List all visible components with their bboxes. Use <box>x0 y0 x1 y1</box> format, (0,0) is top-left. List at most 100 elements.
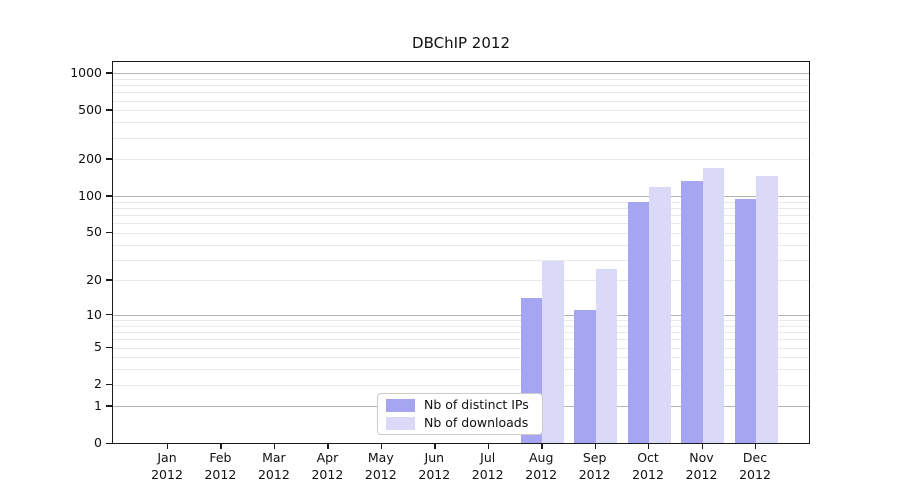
x-tick-year: 2012 <box>418 466 451 482</box>
bar-downloads-dec <box>756 176 778 443</box>
y-tick-label: 500 <box>78 101 102 117</box>
x-tick-year: 2012 <box>311 466 344 482</box>
grid-line <box>113 122 809 124</box>
grid-line <box>113 201 809 203</box>
y-tick-mark <box>106 158 112 160</box>
y-tick-mark <box>106 346 112 348</box>
grid-line <box>113 92 809 94</box>
grid-line <box>113 369 809 371</box>
y-tick-label: 1000 <box>70 64 102 80</box>
x-tick-month: Nov <box>689 450 714 465</box>
x-tick-mark <box>167 444 169 449</box>
bar-distinct-ips-oct <box>627 201 649 443</box>
grid-line-major <box>113 196 809 198</box>
y-tick-label: 100 <box>78 187 102 203</box>
x-tick-label-mar: Mar 2012 <box>246 450 302 483</box>
grid-line <box>113 232 809 234</box>
legend-label-distinct-ips: Nb of distinct IPs <box>424 397 529 412</box>
x-tick-month: Apr <box>316 450 339 465</box>
x-tick-year: 2012 <box>578 466 611 482</box>
y-tick-mark <box>106 195 112 197</box>
bar-distinct-ips-sep <box>574 310 596 443</box>
legend-item-distinct-ips: Nb of distinct IPs <box>386 398 534 412</box>
grid-line <box>113 159 809 161</box>
grid-line <box>113 110 809 112</box>
x-tick-month: Oct <box>637 450 659 465</box>
x-tick-year: 2012 <box>364 466 397 482</box>
y-tick-label: 50 <box>86 224 102 240</box>
y-tick-label: 200 <box>78 150 102 166</box>
x-tick-mark <box>755 444 757 449</box>
x-tick-label-jun: Jun 2012 <box>406 450 462 483</box>
bar-downloads-oct <box>649 186 671 443</box>
x-tick-mark <box>327 444 329 449</box>
x-tick-year: 2012 <box>151 466 183 482</box>
grid-line <box>113 332 809 334</box>
x-tick-mark <box>273 444 276 449</box>
grid-line-major <box>113 73 809 75</box>
grid-line <box>113 259 809 261</box>
x-tick-year: 2012 <box>685 466 718 482</box>
x-tick-label-feb: Feb 2012 <box>192 450 248 483</box>
y-tick-mark <box>106 109 112 111</box>
y-tick-mark <box>106 279 112 281</box>
y-tick-mark <box>106 231 112 234</box>
x-tick-month: Mar <box>262 450 286 465</box>
y-tick-label: 0 <box>94 435 102 450</box>
grid-line <box>113 357 809 359</box>
y-tick-label: 1 <box>94 397 102 413</box>
grid-line <box>113 100 809 102</box>
grid-line <box>113 137 809 139</box>
grid-line <box>113 320 809 322</box>
grid-line <box>113 215 809 217</box>
grid-line <box>113 244 809 246</box>
y-tick-mark <box>106 314 112 316</box>
x-tick-year: 2012 <box>632 466 664 482</box>
y-tick-label: 10 <box>86 306 102 322</box>
x-tick-label-jul: Jul 2012 <box>460 450 516 483</box>
grid-line-major <box>113 315 809 316</box>
y-tick-mark <box>106 383 112 385</box>
grid-line <box>113 339 809 341</box>
y-tick-label: 20 <box>86 271 102 287</box>
x-tick-mark <box>487 444 490 449</box>
x-tick-month: Jan <box>157 450 177 465</box>
x-tick-year: 2012 <box>257 466 290 482</box>
x-tick-month: Dec <box>742 450 768 465</box>
x-tick-mark <box>541 444 543 449</box>
x-tick-mark <box>220 444 222 449</box>
grid-line <box>113 280 809 282</box>
x-tick-month: Sep <box>582 450 607 465</box>
chart-title: DBChIP 2012 <box>412 34 510 52</box>
x-tick-label-sep: Sep 2012 <box>567 450 623 483</box>
y-tick-mark <box>106 442 112 444</box>
bar-downloads-aug <box>542 261 564 443</box>
x-tick-label-oct: Oct 2012 <box>620 450 676 483</box>
x-tick-mark <box>594 444 596 449</box>
bar-downloads-nov <box>702 167 724 443</box>
x-tick-label-apr: Apr 2012 <box>299 450 355 483</box>
x-tick-year: 2012 <box>471 466 504 482</box>
x-tick-mark <box>380 444 383 449</box>
x-tick-label-dec: Dec 2012 <box>727 450 783 483</box>
legend-item-downloads: Nb of downloads <box>386 416 534 430</box>
legend: Nb of distinct IPs Nb of downloads <box>377 393 543 435</box>
x-tick-mark <box>701 444 703 449</box>
x-tick-label-may: May 2012 <box>353 450 409 483</box>
x-tick-month: May <box>367 450 394 465</box>
x-tick-label-jan: Jan 2012 <box>139 450 195 483</box>
x-tick-year: 2012 <box>525 466 558 482</box>
x-tick-year: 2012 <box>204 466 237 482</box>
x-tick-month: Jul <box>480 450 496 465</box>
y-tick-label: 2 <box>94 376 102 392</box>
legend-swatch-distinct-ips <box>386 398 415 412</box>
grid-line <box>113 347 809 349</box>
x-tick-label-aug: Aug 2012 <box>513 450 569 483</box>
x-tick-mark <box>648 444 650 449</box>
y-tick-mark <box>106 405 112 407</box>
grid-line <box>113 384 809 386</box>
grid-line <box>113 78 809 80</box>
x-tick-label-nov: Nov 2012 <box>674 450 730 483</box>
bar-distinct-ips-dec <box>734 199 756 443</box>
